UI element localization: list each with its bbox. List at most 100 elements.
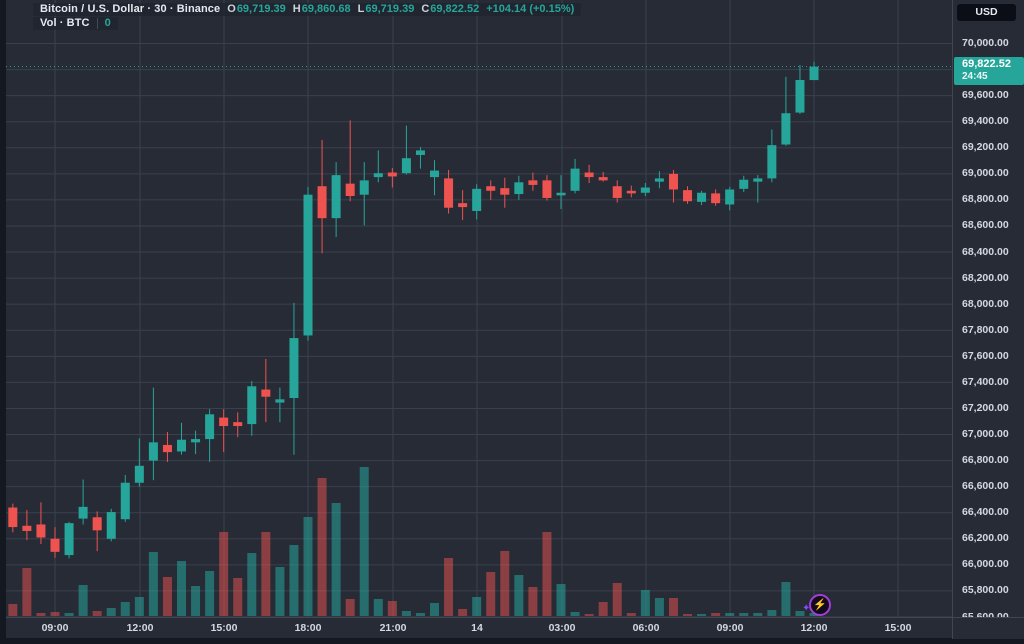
time-tick-label: 21:00 bbox=[379, 622, 407, 634]
volume-bar bbox=[542, 532, 552, 616]
candle-body bbox=[387, 172, 397, 177]
volume-bar bbox=[654, 598, 664, 616]
time-tick-label: 15:00 bbox=[210, 622, 238, 634]
volume-bar bbox=[233, 578, 243, 616]
candle-body bbox=[598, 177, 608, 181]
candle-body bbox=[134, 465, 144, 483]
candle-body bbox=[486, 186, 496, 191]
price-tick-label: 69,200.00 bbox=[962, 141, 1009, 154]
volume-bar bbox=[584, 614, 594, 616]
volume-bar bbox=[289, 545, 299, 616]
candle-body bbox=[191, 439, 201, 443]
volume-bar bbox=[359, 467, 369, 616]
volume-bar bbox=[486, 572, 496, 616]
left-edge-strip bbox=[0, 0, 6, 644]
time-tick-label: 09:00 bbox=[716, 622, 744, 634]
time-tick-label: 03:00 bbox=[548, 622, 576, 634]
volume-bar bbox=[556, 584, 566, 616]
volume-bar bbox=[725, 613, 735, 616]
legend: Bitcoin / U.S. Dollar · 30 · Binance O 69… bbox=[33, 3, 582, 31]
candle-body bbox=[247, 386, 257, 425]
symbol-legend-row[interactable]: Bitcoin / U.S. Dollar · 30 · Binance O 69… bbox=[33, 3, 582, 16]
volume-bar bbox=[162, 577, 172, 616]
candle-body bbox=[809, 66, 819, 81]
candle-body bbox=[697, 192, 707, 202]
last-price-badge: 69,822.52 24:45 bbox=[954, 57, 1024, 85]
volume-bar bbox=[795, 611, 805, 616]
volume-bar bbox=[683, 614, 693, 616]
time-tick-label: 14 bbox=[471, 622, 483, 634]
candle-body bbox=[528, 180, 538, 185]
price-tick-label: 67,200.00 bbox=[962, 401, 1009, 414]
price-axis[interactable]: USD 65,600.0065,800.0066,000.0066,200.00… bbox=[952, 0, 1024, 623]
candle-body bbox=[205, 414, 215, 440]
candle-body bbox=[106, 512, 116, 539]
time-tick-label: 15:00 bbox=[884, 622, 912, 634]
candle-body bbox=[458, 203, 468, 208]
volume-bar bbox=[458, 609, 468, 616]
candle-body bbox=[317, 186, 327, 219]
time-tick-label: 18:00 bbox=[294, 622, 322, 634]
time-tick-label: 06:00 bbox=[632, 622, 660, 634]
volume-legend-row[interactable]: Vol · BTC 0 bbox=[33, 17, 118, 30]
volume-bar bbox=[317, 478, 327, 616]
volume-bar bbox=[78, 585, 88, 616]
volume-bar bbox=[36, 613, 46, 616]
candle-body bbox=[401, 158, 411, 174]
currency-toggle-button[interactable]: USD bbox=[957, 4, 1016, 21]
price-tick-label: 68,200.00 bbox=[962, 271, 1009, 284]
candle-body bbox=[430, 170, 440, 178]
candle-body bbox=[753, 178, 763, 182]
volume-bar bbox=[514, 575, 524, 616]
close-value: 69,822.52 bbox=[430, 3, 480, 15]
volume-bar bbox=[401, 611, 411, 616]
price-tick-label: 68,400.00 bbox=[962, 245, 1009, 258]
volume-bar bbox=[92, 611, 102, 616]
volume-bar bbox=[261, 532, 271, 616]
candle-body bbox=[78, 506, 88, 519]
candle-body bbox=[570, 168, 580, 191]
candle-body bbox=[36, 524, 46, 538]
volume-bar bbox=[570, 612, 580, 616]
change-value: +104.14 (+0.15%) bbox=[486, 3, 575, 15]
symbol-title[interactable]: Bitcoin / U.S. Dollar · 30 · Binance bbox=[40, 3, 221, 15]
candle-body bbox=[373, 173, 383, 178]
chart-pane[interactable]: Bitcoin / U.S. Dollar · 30 · Binance O 69… bbox=[6, 0, 952, 617]
volume-indicator-label[interactable]: Vol · BTC bbox=[40, 17, 90, 29]
price-tick-label: 67,000.00 bbox=[962, 428, 1009, 441]
candle-body bbox=[331, 175, 341, 219]
candle-body bbox=[781, 113, 791, 145]
volume-bar bbox=[191, 586, 201, 616]
price-tick-label: 66,800.00 bbox=[962, 454, 1009, 467]
time-tick-label: 12:00 bbox=[800, 622, 828, 634]
high-value: 69,860.68 bbox=[301, 3, 351, 15]
candle-body bbox=[711, 193, 721, 204]
volume-bar bbox=[697, 614, 707, 616]
open-value: 69,719.39 bbox=[236, 3, 286, 15]
candle-body bbox=[725, 189, 735, 205]
volume-bar bbox=[753, 613, 763, 616]
candle-body bbox=[64, 523, 74, 556]
candle-body bbox=[767, 145, 777, 179]
volume-bar bbox=[528, 587, 538, 616]
open-label: O bbox=[227, 3, 236, 15]
last-price-value: 69,822.52 bbox=[962, 58, 1011, 70]
price-tick-label: 69,000.00 bbox=[962, 167, 1009, 180]
volume-bar bbox=[711, 613, 721, 616]
candle-body bbox=[233, 422, 243, 427]
volume-bar bbox=[134, 597, 144, 616]
volume-bar bbox=[415, 613, 425, 616]
volume-bar bbox=[303, 517, 313, 616]
boost-icon[interactable]: ✦ ⚡ bbox=[802, 593, 832, 617]
time-axis[interactable]: 09:00 12:00 15:00 18:00 21:00 14 03:00 06:00 09:… bbox=[0, 617, 1024, 638]
lightning-icon: ⚡ bbox=[809, 594, 831, 616]
volume-bar bbox=[275, 567, 285, 616]
volume-value: 0 bbox=[104, 17, 111, 29]
price-chart-svg[interactable] bbox=[6, 0, 952, 617]
volume-bar bbox=[767, 610, 777, 616]
low-label: L bbox=[357, 3, 365, 15]
volume-bar bbox=[8, 604, 18, 616]
volume-bar bbox=[668, 598, 678, 616]
volume-bar bbox=[612, 583, 622, 616]
